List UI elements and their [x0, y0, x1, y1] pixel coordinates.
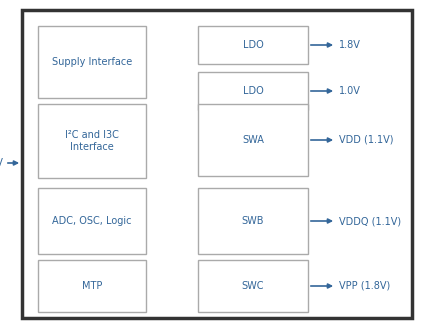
Text: ADC, OSC, Logic: ADC, OSC, Logic	[52, 216, 132, 226]
Bar	[38, 104, 146, 178]
Bar	[38, 26, 146, 98]
Text: I²C and I3C
Interface: I²C and I3C Interface	[65, 130, 119, 152]
Bar	[198, 72, 308, 110]
Text: SWA: SWA	[242, 135, 264, 145]
Bar	[198, 260, 308, 312]
Text: 1.0V: 1.0V	[339, 86, 361, 96]
Text: Supply Interface: Supply Interface	[52, 57, 132, 67]
Text: 5V: 5V	[0, 158, 3, 168]
Text: MTP: MTP	[82, 281, 102, 291]
Bar	[198, 188, 308, 254]
Text: VDDQ (1.1V): VDDQ (1.1V)	[339, 216, 401, 226]
Bar	[198, 104, 308, 176]
Bar	[38, 188, 146, 254]
Text: 1.8V: 1.8V	[339, 40, 361, 50]
Bar	[198, 26, 308, 64]
Text: VPP (1.8V): VPP (1.8V)	[339, 281, 390, 291]
Text: LDO: LDO	[243, 86, 264, 96]
Text: VDD (1.1V): VDD (1.1V)	[339, 135, 394, 145]
Text: SWB: SWB	[242, 216, 264, 226]
Text: SWC: SWC	[242, 281, 264, 291]
Text: LDO: LDO	[243, 40, 264, 50]
Bar	[38, 260, 146, 312]
